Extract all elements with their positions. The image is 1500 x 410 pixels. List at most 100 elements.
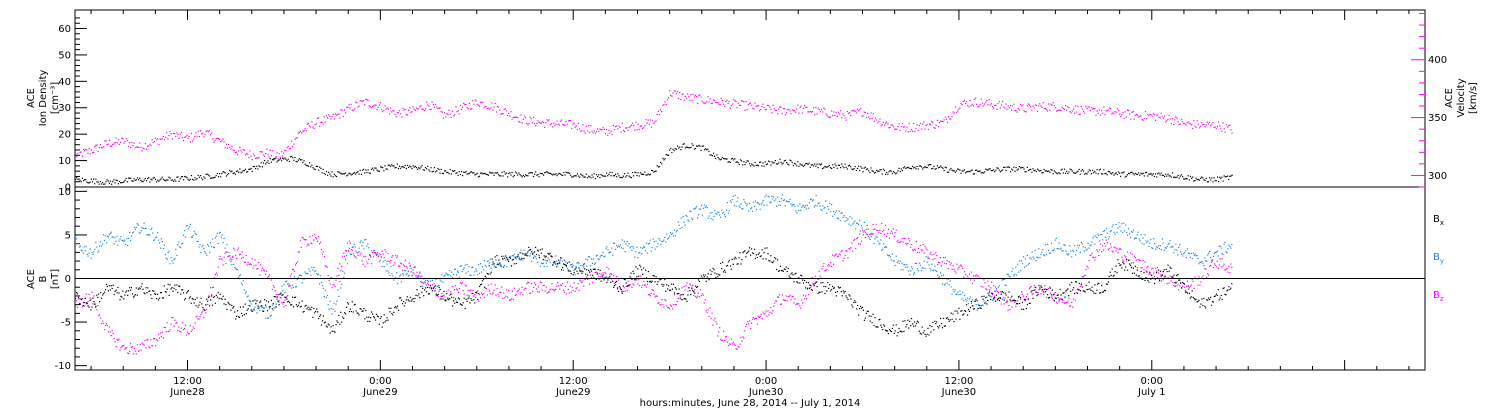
velocity-point xyxy=(799,106,801,108)
density-point xyxy=(360,173,362,175)
velocity-point xyxy=(751,104,753,106)
by-point xyxy=(1040,253,1042,256)
bz-point xyxy=(299,239,301,241)
by-point xyxy=(202,244,204,246)
velocity-point xyxy=(927,128,929,130)
by-point xyxy=(750,208,752,210)
by-point xyxy=(563,259,566,261)
density-point xyxy=(298,158,301,160)
bz-point xyxy=(899,241,901,243)
by-point xyxy=(402,274,405,276)
by-point xyxy=(297,276,299,279)
velocity-point xyxy=(1191,124,1193,126)
density-point xyxy=(313,168,315,170)
density-point xyxy=(297,159,299,161)
velocity-point xyxy=(179,133,181,135)
density-point xyxy=(166,179,168,181)
by-point xyxy=(459,265,461,268)
velocity-point xyxy=(436,106,438,108)
bz-point xyxy=(574,290,576,292)
bz-point xyxy=(384,249,386,251)
by-point xyxy=(719,214,721,216)
velocity-point xyxy=(224,147,226,149)
velocity-point xyxy=(847,112,850,114)
bx-point xyxy=(319,314,322,316)
by-point xyxy=(160,238,162,240)
by-point xyxy=(320,281,323,283)
velocity-point xyxy=(536,122,538,124)
by-point xyxy=(590,258,593,260)
density-point xyxy=(302,161,304,164)
bx-point xyxy=(119,299,121,301)
bz-point xyxy=(831,265,833,268)
velocity-point xyxy=(374,104,376,106)
density-point xyxy=(644,171,646,173)
density-point xyxy=(873,172,875,174)
bx-point xyxy=(269,306,271,308)
bz-point xyxy=(985,288,987,290)
velocity-point xyxy=(734,100,736,102)
density-point xyxy=(862,171,864,173)
by-point xyxy=(603,256,605,258)
density-point xyxy=(1059,173,1061,175)
by-point xyxy=(367,243,369,245)
velocity-point xyxy=(1045,109,1048,111)
bz-point xyxy=(193,327,195,330)
bx-point xyxy=(321,320,324,322)
density-point xyxy=(548,172,550,174)
velocity-point xyxy=(968,106,970,108)
velocity-point xyxy=(1054,107,1057,109)
bz-point xyxy=(850,247,852,249)
by-point xyxy=(1054,239,1056,241)
velocity-point xyxy=(564,124,566,126)
velocity-point xyxy=(1097,112,1099,114)
velocity-point xyxy=(153,141,155,143)
by-point xyxy=(439,279,441,281)
velocity-point xyxy=(134,147,136,149)
by-point xyxy=(580,265,582,267)
velocity-point xyxy=(456,111,458,113)
velocity-point xyxy=(251,159,253,161)
bz-point xyxy=(871,233,873,235)
by-point xyxy=(1229,245,1231,248)
by-point xyxy=(592,258,594,260)
velocity-point xyxy=(558,124,560,126)
density-point xyxy=(260,162,262,164)
bz-point xyxy=(1138,259,1140,261)
bx-point xyxy=(383,314,385,316)
bz-point xyxy=(733,343,735,345)
velocity-point xyxy=(163,139,166,141)
bz-point xyxy=(186,331,189,333)
velocity-point xyxy=(484,105,486,107)
density-point xyxy=(976,169,978,171)
density-point xyxy=(762,162,764,164)
by-point xyxy=(657,243,659,245)
top-left-tick-label: 20 xyxy=(58,130,71,141)
bz-point xyxy=(824,270,826,272)
velocity-point xyxy=(948,116,950,118)
velocity-point xyxy=(966,101,968,103)
density-point xyxy=(878,170,880,172)
by-point xyxy=(849,216,851,218)
density-point xyxy=(526,175,528,177)
density-point xyxy=(608,173,610,175)
density-point xyxy=(985,168,987,170)
by-point xyxy=(620,247,622,249)
velocity-point xyxy=(1133,118,1135,120)
velocity-point xyxy=(1072,108,1075,110)
bx-point xyxy=(278,304,280,306)
bz-point xyxy=(1210,264,1212,267)
velocity-point xyxy=(780,106,782,108)
bz-point xyxy=(1193,287,1195,289)
velocity-point xyxy=(961,104,963,106)
by-point xyxy=(379,259,381,261)
by-point xyxy=(582,265,584,267)
density-point xyxy=(1174,176,1176,178)
density-point xyxy=(836,167,838,169)
bz-point xyxy=(392,255,394,257)
bx-point xyxy=(207,300,209,302)
by-point xyxy=(760,203,762,205)
bz-point xyxy=(508,299,511,301)
bx-point xyxy=(168,294,170,296)
velocity-point xyxy=(376,109,378,111)
